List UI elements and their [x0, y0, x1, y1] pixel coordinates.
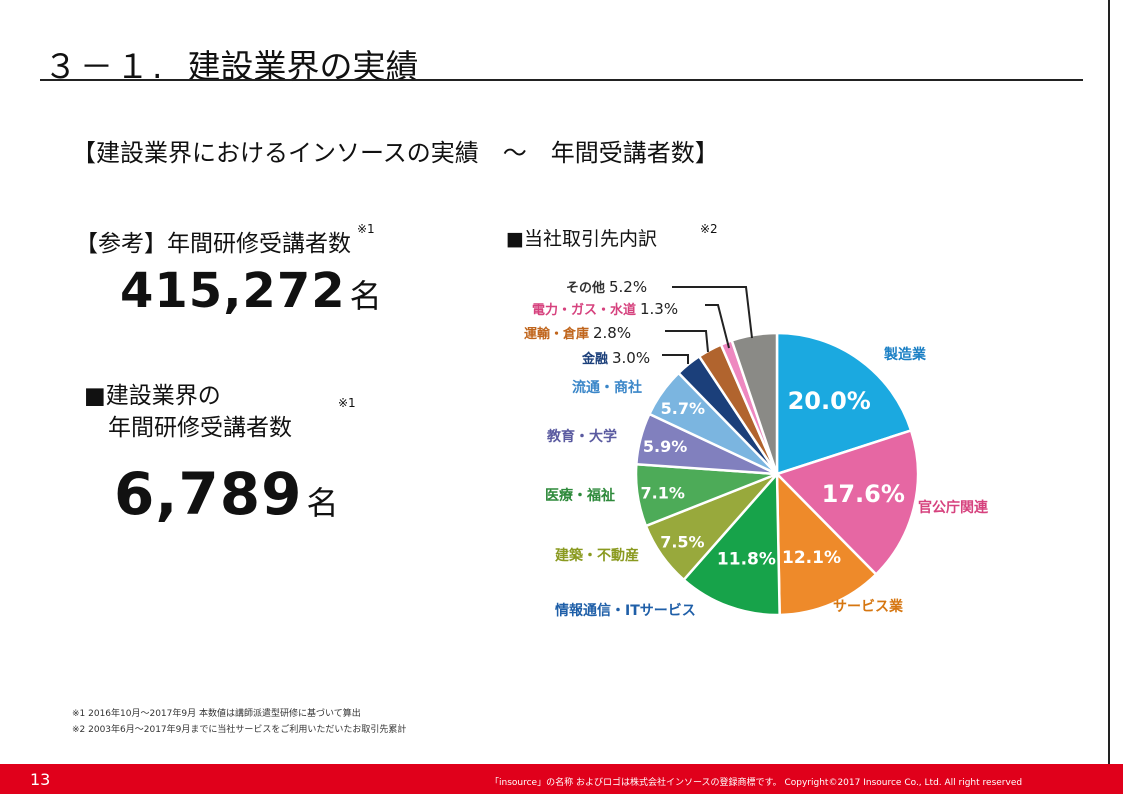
pie-leader-line-電力-ガス-水道 [705, 304, 730, 349]
construction-label-line2: 年間研修受講者数 [108, 415, 292, 441]
pie-value-label-官公庁関連: 17.6% [822, 480, 905, 508]
pie-slice-製造業 [775, 331, 913, 476]
pie-category-label-運輸-倉庫: 運輸・倉庫 [524, 326, 589, 342]
construction-unit: 名 [306, 484, 339, 522]
construction-note-mark: ※1 [338, 396, 356, 410]
pie-value-label-流通-商社: 5.7% [661, 399, 705, 418]
pie-category-label-サービス業: サービス業 [833, 598, 904, 615]
pie-slice-情報通信-ITサービス [681, 470, 781, 617]
reference-unit: 名 [349, 277, 382, 315]
pie-value-label-サービス業: 12.1% [782, 548, 841, 568]
pie-category-label-教育-大学: 教育・大学 [547, 428, 617, 445]
pie-slice-その他 [730, 331, 779, 475]
page-number: 13 [30, 770, 51, 789]
construction-figure: 6,789 名 [114, 460, 338, 528]
pie-category-label-流通-商社: 流通・商社 [572, 379, 642, 396]
chart-note-mark: ※2 [700, 222, 718, 236]
footnotes: ※1 2016年10月～2017年9月 本数値は講師派遣型研修に基づいて算出 ※… [72, 706, 406, 738]
pie-value-label-建築-不動産: 7.5% [660, 533, 704, 552]
pie-category-label-金融: 金融 [581, 351, 608, 367]
reference-label-text: 【参考】年間研修受講者数 [75, 231, 351, 257]
pie-value-label-医療-福祉: 7.1% [641, 484, 685, 503]
pie-value-label-情報通信-ITサービス: 11.8% [717, 549, 776, 569]
construction-label-line1: ■建設業界の [84, 383, 221, 409]
pie-value-label-電力-ガス-水道: 1.3% [640, 300, 678, 318]
footnote-1: ※1 2016年10月～2017年9月 本数値は講師派遣型研修に基づいて算出 [72, 709, 361, 719]
pie-category-label-電力-ガス-水道: 電力・ガス・水道 [532, 302, 636, 318]
title-underline [40, 79, 1083, 81]
pie-category-label-情報通信-ITサービス: 情報通信・ITサービス [555, 602, 696, 619]
reference-figure: 415,272 名 [120, 263, 382, 319]
construction-value: 6,789 [114, 460, 303, 528]
copyright-text: 「insource」の名称 およびロゴは株式会社インソースの登録商標です。 Co… [490, 778, 1023, 788]
pie-value-label-その他: 5.2% [609, 278, 647, 296]
reference-value: 415,272 [120, 263, 346, 319]
subtitle: 【建設業界におけるインソースの実績 ～ 年間受講者数】 [72, 139, 719, 167]
construction-label: ■建設業界の 年間研修受講者数 [84, 380, 292, 444]
pie-leader-line-その他 [672, 286, 753, 339]
pie-leader-line-金融 [662, 354, 689, 364]
pie-category-label-官公庁関連: 官公庁関連 [918, 499, 989, 516]
pie-leader-line-運輸-倉庫 [665, 330, 709, 353]
reference-label: 【参考】年間研修受講者数 ※1 [75, 222, 375, 258]
pie-value-label-製造業: 20.0% [788, 387, 871, 415]
pie-slice-サービス業 [775, 470, 878, 617]
pie-category-label-建築-不動産: 建築・不動産 [555, 547, 639, 564]
reference-note-mark: ※1 [357, 222, 375, 236]
pie-category-label-医療-福祉: 医療・福祉 [545, 487, 615, 504]
pie-slice-官公庁関連 [774, 428, 920, 577]
pie-category-label-製造業: 製造業 [883, 346, 927, 363]
footnote-2: ※2 2003年6月～2017年9月までに当社サービスをご利用いただいたお取引先… [72, 725, 407, 735]
footer-bar: 13 「insource」の名称 およびロゴは株式会社インソースの登録商標です。… [0, 764, 1123, 794]
pie-value-label-教育-大学: 5.9% [643, 437, 687, 456]
chart-title: ■当社取引先内訳 [506, 228, 657, 250]
pie-value-label-金融: 3.0% [612, 349, 650, 367]
right-border-line [1108, 0, 1110, 764]
pie-category-label-その他: その他 [566, 280, 605, 296]
pie-value-label-運輸-倉庫: 2.8% [593, 324, 631, 342]
